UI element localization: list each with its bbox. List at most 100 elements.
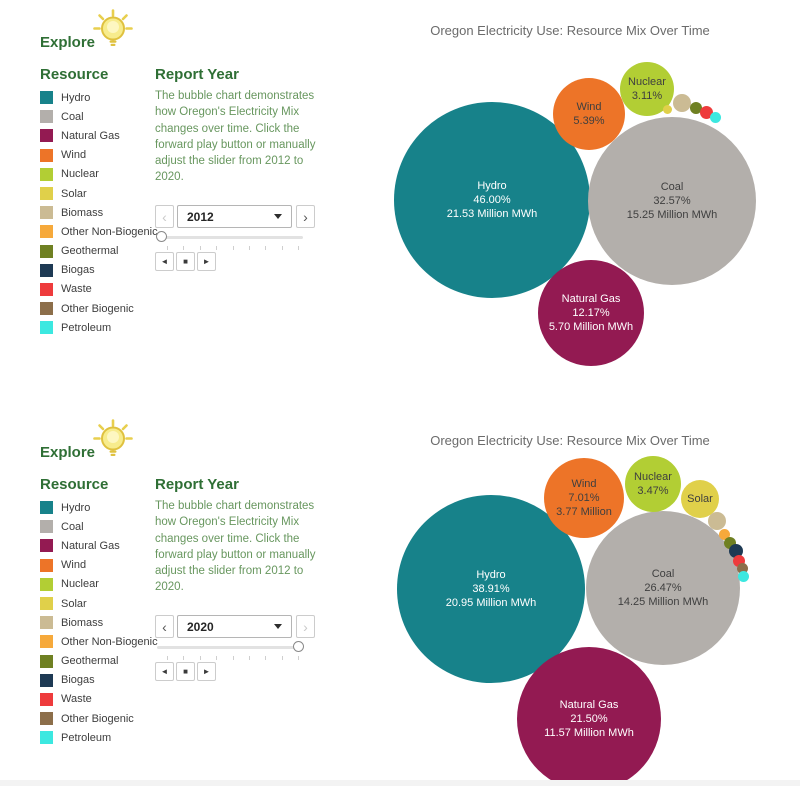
bubble-biomass[interactable] xyxy=(708,512,726,530)
bubble-coal[interactable]: Coal 32.57% 15.25 Million MWh xyxy=(588,117,756,285)
chevron-down-icon xyxy=(274,214,282,219)
legend-item-solar[interactable]: Solar xyxy=(40,594,158,613)
bubble-petroleum[interactable] xyxy=(709,111,721,123)
year-slider[interactable] xyxy=(156,231,303,242)
bubble-coal[interactable]: Coal 26.47% 14.25 Million MWh xyxy=(586,511,740,665)
bubble-hydro[interactable]: Hydro 46.00% 21.53 Million MWh xyxy=(394,102,590,298)
legend-label: Natural Gas xyxy=(61,129,120,142)
stop-button[interactable]: ■ xyxy=(176,252,195,271)
bubble-solar[interactable] xyxy=(662,104,672,114)
legend-label: Hydro xyxy=(61,91,91,104)
legend-item-natural-gas[interactable]: Natural Gas xyxy=(40,536,158,555)
legend-item-wind[interactable]: Wind xyxy=(40,556,158,575)
legend-swatch-geothermal xyxy=(40,244,53,258)
bubble-hydro[interactable]: Hydro 38.91% 20.95 Million MWh xyxy=(397,495,585,683)
legend-label: Coal xyxy=(61,520,84,533)
slider-tick xyxy=(248,656,250,660)
legend-item-hydro[interactable]: Hydro xyxy=(40,498,158,517)
bubble-chart-2020: Oregon Electricity Use: Resource Mix Ove… xyxy=(0,410,800,786)
legend-item-other-non-biogenic[interactable]: Other Non-Biogenic xyxy=(40,632,158,651)
year-slider[interactable] xyxy=(157,641,304,652)
legend-item-solar[interactable]: Solar xyxy=(40,184,158,203)
legend-item-other-biogenic[interactable]: Other Biogenic xyxy=(40,299,158,318)
legend-item-coal[interactable]: Coal xyxy=(40,517,158,536)
bubble-natural-gas[interactable]: Natural Gas 21.50% 11.57 Million MWh xyxy=(517,647,661,786)
play-button[interactable]: ► xyxy=(197,252,216,271)
bubble-petroleum[interactable] xyxy=(737,570,749,582)
chart-title: Oregon Electricity Use: Resource Mix Ove… xyxy=(430,433,710,448)
legend-label: Biogas xyxy=(61,264,95,277)
legend-swatch-petroleum xyxy=(40,321,53,335)
year-next-button[interactable]: › xyxy=(296,615,315,638)
report-year-description: The bubble chart demonstrates how Oregon… xyxy=(155,500,316,594)
legend-swatch-nuclear xyxy=(40,577,53,591)
legend-item-biomass[interactable]: Biomass xyxy=(40,203,158,222)
report-year-description: The bubble chart demonstrates how Oregon… xyxy=(155,90,316,184)
bubble-label-line: 7.01% xyxy=(568,492,600,504)
stop-button[interactable]: ■ xyxy=(176,662,195,681)
slider-tick xyxy=(167,656,168,660)
bubble-label-line: 26.47% xyxy=(644,582,682,594)
legend-item-coal[interactable]: Coal xyxy=(40,107,158,126)
legend-item-petroleum[interactable]: Petroleum xyxy=(40,728,158,747)
legend-item-other-biogenic[interactable]: Other Biogenic xyxy=(40,709,158,728)
legend-item-hydro[interactable]: Hydro xyxy=(40,88,158,107)
bubble-biogas[interactable] xyxy=(729,544,743,558)
bubble-label-line: Natural Gas xyxy=(559,699,619,711)
bubble-label-line: 12.17% xyxy=(572,307,610,319)
legend-swatch-waste xyxy=(40,282,53,296)
year-prev-button[interactable]: ‹ xyxy=(155,205,174,228)
bubble-label-line: 5.70 Million MWh xyxy=(548,321,634,333)
step-back-button[interactable]: ◄ xyxy=(155,252,174,271)
year-prev-button[interactable]: ‹ xyxy=(155,615,174,638)
legend-item-nuclear[interactable]: Nuclear xyxy=(40,165,158,184)
slider-tick xyxy=(265,246,267,250)
legend-item-natural-gas[interactable]: Natural Gas xyxy=(40,126,158,145)
bubble-label-line: 3.47% xyxy=(637,485,669,497)
step-back-button[interactable]: ◄ xyxy=(155,662,174,681)
year-slider-handle[interactable] xyxy=(293,641,304,652)
bubble-other-non-biogenic[interactable] xyxy=(718,528,730,540)
slider-ticks xyxy=(167,246,299,250)
legend-label: Geothermal xyxy=(61,245,119,258)
bubble-label-line: Coal xyxy=(660,181,684,193)
legend-swatch-nuclear xyxy=(40,167,53,181)
legend-item-nuclear[interactable]: Nuclear xyxy=(40,575,158,594)
legend-item-waste[interactable]: Waste xyxy=(40,690,158,709)
legend-item-wind[interactable]: Wind xyxy=(40,146,158,165)
legend-swatch-coal xyxy=(40,110,53,124)
bubble-waste[interactable] xyxy=(699,105,713,119)
bubble-nuclear[interactable]: Nuclear 3.47% xyxy=(625,456,681,512)
play-icon: ► xyxy=(202,666,211,676)
chevron-left-icon: ‹ xyxy=(162,208,167,225)
slider-tick xyxy=(183,246,185,250)
bubble-label-line: Nuclear xyxy=(628,76,666,88)
bubble-other-biogenic[interactable] xyxy=(736,562,748,574)
legend-item-biogas[interactable]: Biogas xyxy=(40,261,158,280)
legend-item-biogas[interactable]: Biogas xyxy=(40,671,158,690)
legend-item-biomass[interactable]: Biomass xyxy=(40,613,158,632)
legend-label: Wind xyxy=(61,149,87,162)
legend-title: Resource xyxy=(40,66,109,83)
legend-item-geothermal[interactable]: Geothermal xyxy=(40,242,158,261)
play-button[interactable]: ► xyxy=(197,662,216,681)
bubble-natural-gas[interactable]: Natural Gas 12.17% 5.70 Million MWh xyxy=(538,260,644,366)
legend-item-petroleum[interactable]: Petroleum xyxy=(40,318,158,337)
year-dropdown[interactable]: 2020 xyxy=(177,615,292,638)
year-next-button[interactable]: › xyxy=(296,205,315,228)
bubble-wind[interactable]: Wind 7.01% 3.77 Million xyxy=(544,458,624,538)
chart-title: Oregon Electricity Use: Resource Mix Ove… xyxy=(430,23,710,38)
step-back-icon: ◄ xyxy=(160,256,169,266)
bubble-geothermal[interactable] xyxy=(690,102,702,114)
year-slider-handle[interactable] xyxy=(156,231,167,242)
lightbulb-icon xyxy=(93,9,133,46)
legend-swatch-other-biogenic xyxy=(40,302,53,316)
legend-item-other-non-biogenic[interactable]: Other Non-Biogenic xyxy=(40,222,158,241)
year-dropdown[interactable]: 2012 xyxy=(177,205,292,228)
slider-tick xyxy=(232,246,234,250)
bubble-solar[interactable]: Solar xyxy=(681,480,719,518)
legend-item-geothermal[interactable]: Geothermal xyxy=(40,652,158,671)
legend-item-waste[interactable]: Waste xyxy=(40,280,158,299)
bubble-wind[interactable]: Wind 5.39% xyxy=(553,78,625,150)
bubble-biomass[interactable] xyxy=(673,94,691,112)
